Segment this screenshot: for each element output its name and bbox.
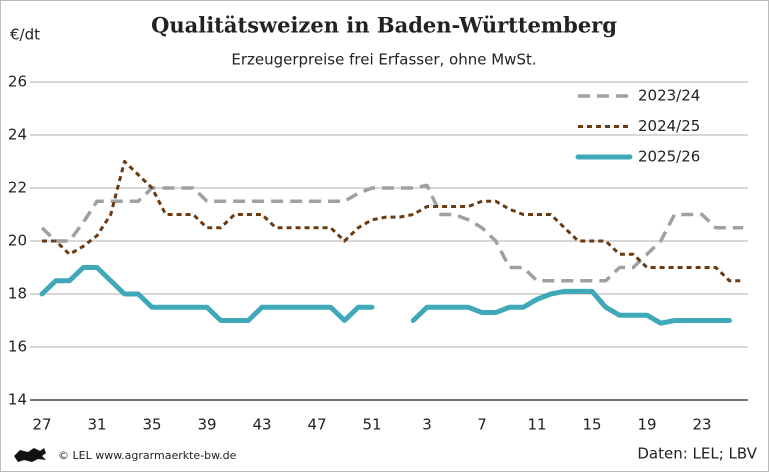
- x-tick-label: 47: [307, 416, 326, 434]
- x-tick-label: 15: [582, 416, 601, 434]
- x-tick-label: 7: [477, 416, 487, 434]
- x-tick-label: 51: [362, 416, 381, 434]
- x-tick-label: 27: [32, 416, 51, 434]
- x-tick-label: 43: [252, 416, 271, 434]
- chart-subtitle: Erzeugerpreise frei Erfasser, ohne MwSt.: [231, 51, 536, 69]
- legend-label: 2025/26: [638, 148, 700, 166]
- y-tick-label: 22: [8, 179, 27, 197]
- x-tick-label: 31: [87, 416, 106, 434]
- series-line: [40, 183, 744, 283]
- x-tick-label: 39: [197, 416, 216, 434]
- series-line: [42, 160, 744, 283]
- chart-title: Qualitätsweizen in Baden-Württemberg: [151, 13, 617, 38]
- credit: © LEL www.agrarmaerkte-bw.de: [58, 449, 237, 462]
- legend-label: 2023/24: [638, 87, 700, 105]
- y-tick-label: 20: [8, 232, 27, 250]
- series-line: [39, 265, 732, 326]
- x-tick-label: 23: [692, 416, 711, 434]
- source: Daten: LEL; LBV: [637, 445, 757, 463]
- y-tick-label: 14: [8, 391, 27, 409]
- legend-label: 2024/25: [638, 117, 700, 135]
- y-tick-label: 16: [8, 338, 27, 356]
- x-tick-label: 19: [637, 416, 656, 434]
- y-axis-label: €/dt: [10, 26, 40, 44]
- logo: [14, 448, 46, 462]
- x-tick-label: 35: [142, 416, 161, 434]
- y-tick-label: 26: [8, 73, 27, 91]
- y-tick-label: 18: [8, 285, 27, 303]
- y-tick-label: 24: [8, 126, 27, 144]
- x-tick-label: 3: [422, 416, 432, 434]
- x-tick-label: 11: [527, 416, 546, 434]
